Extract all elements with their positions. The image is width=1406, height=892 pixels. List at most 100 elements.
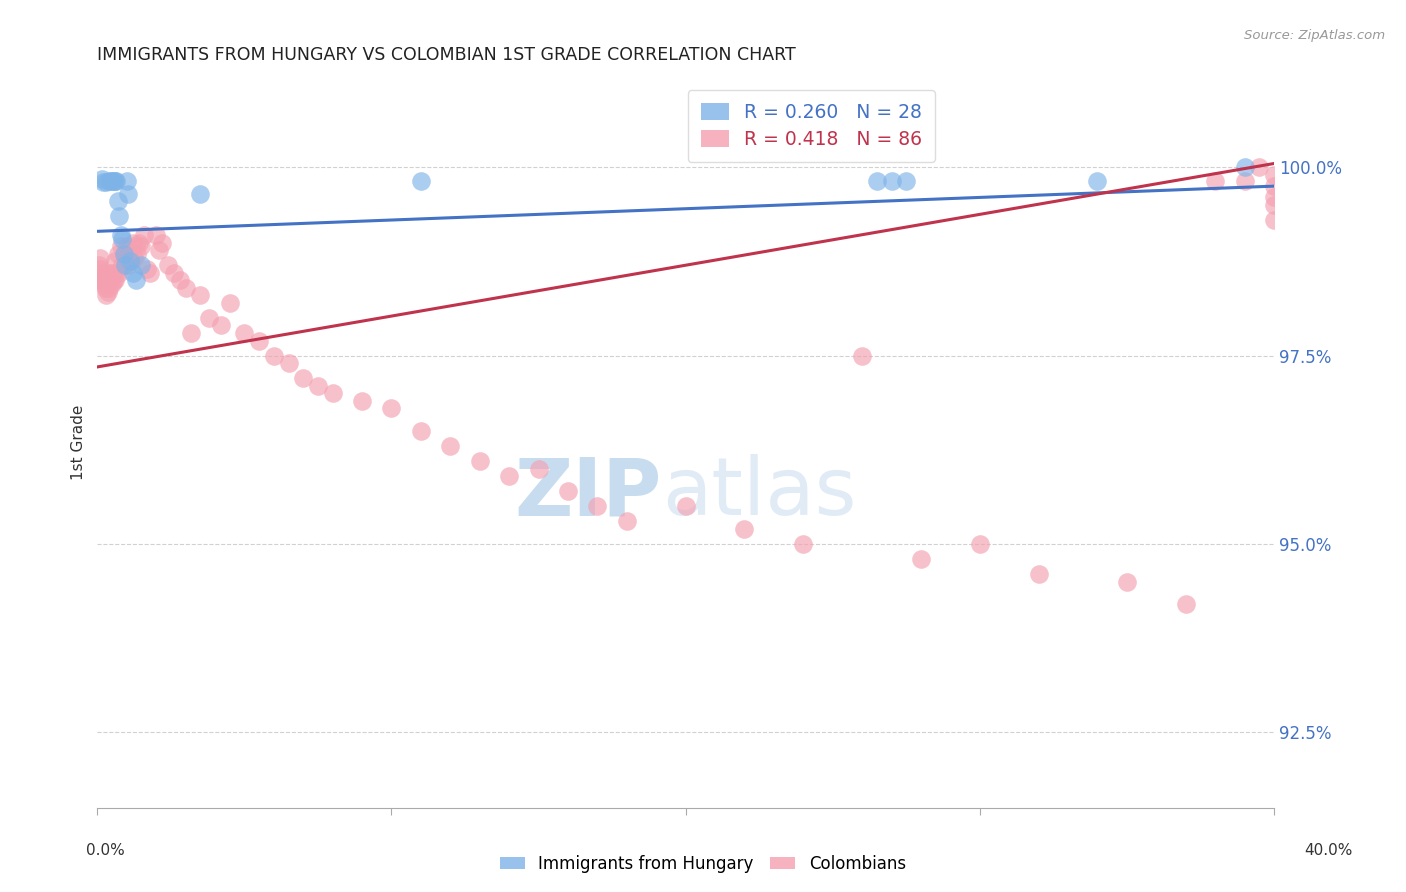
Point [409, 424, 432, 438]
Point [277, 356, 299, 370]
Text: 0.0%: 0.0% [86, 843, 125, 858]
Point [115, 174, 138, 188]
Point [117, 186, 139, 201]
Point [111, 232, 134, 246]
Point [247, 334, 270, 348]
Legend: R = 0.260   N = 28, R = 0.418   N = 86: R = 0.260 N = 28, R = 0.418 N = 86 [688, 90, 935, 161]
Point [114, 258, 136, 272]
Text: atlas: atlas [662, 454, 856, 533]
Point [124, 239, 146, 253]
Point [880, 174, 903, 188]
Point [89, 273, 111, 287]
Point [586, 500, 609, 514]
Point [322, 386, 344, 401]
Point [527, 461, 550, 475]
Point [120, 254, 142, 268]
Point [121, 266, 143, 280]
Point [1263, 168, 1285, 182]
Point [90, 269, 112, 284]
Point [380, 401, 402, 416]
Point [851, 349, 873, 363]
Point [409, 174, 432, 188]
Point [733, 522, 755, 536]
Point [1249, 161, 1271, 175]
Point [89, 251, 111, 265]
Point [115, 239, 138, 253]
Point [557, 484, 579, 499]
Point [131, 239, 153, 253]
Point [180, 326, 202, 340]
Point [263, 349, 285, 363]
Point [118, 254, 141, 268]
Point [1174, 597, 1197, 611]
Point [101, 277, 124, 291]
Point [468, 454, 491, 468]
Point [136, 262, 159, 277]
Point [128, 235, 150, 250]
Point [896, 174, 918, 188]
Point [114, 254, 136, 268]
Point [90, 266, 112, 280]
Point [174, 281, 197, 295]
Point [93, 281, 115, 295]
Point [1115, 574, 1137, 589]
Point [150, 235, 173, 250]
Point [198, 310, 221, 325]
Point [131, 258, 153, 272]
Point [117, 258, 139, 272]
Point [498, 469, 520, 483]
Legend: Immigrants from Hungary, Colombians: Immigrants from Hungary, Colombians [494, 848, 912, 880]
Point [148, 243, 170, 257]
Point [122, 251, 145, 265]
Point [118, 251, 141, 265]
Point [97, 285, 120, 299]
Point [307, 378, 329, 392]
Point [98, 266, 121, 280]
Point [121, 235, 143, 250]
Y-axis label: 1st Grade: 1st Grade [72, 405, 86, 480]
Text: Source: ZipAtlas.com: Source: ZipAtlas.com [1244, 29, 1385, 42]
Point [112, 247, 135, 261]
Point [1233, 174, 1256, 188]
Point [1087, 174, 1109, 188]
Point [1263, 190, 1285, 204]
Point [110, 228, 132, 243]
Point [107, 247, 129, 261]
Point [87, 258, 110, 272]
Point [439, 439, 461, 453]
Point [616, 514, 638, 528]
Point [792, 537, 814, 551]
Point [139, 266, 162, 280]
Point [233, 326, 256, 340]
Point [89, 262, 111, 277]
Point [352, 393, 374, 408]
Point [100, 273, 122, 287]
Point [105, 174, 128, 188]
Point [1263, 179, 1285, 194]
Point [1263, 213, 1285, 227]
Point [1028, 567, 1050, 582]
Point [156, 258, 179, 272]
Point [188, 186, 211, 201]
Text: 40.0%: 40.0% [1305, 843, 1353, 858]
Point [188, 288, 211, 302]
Point [145, 228, 167, 243]
Point [1263, 198, 1285, 212]
Point [209, 318, 232, 333]
Point [1233, 161, 1256, 175]
Point [98, 174, 121, 188]
Point [98, 281, 121, 295]
Point [163, 266, 186, 280]
Point [104, 254, 127, 268]
Point [101, 266, 124, 280]
Point [969, 537, 991, 551]
Point [91, 175, 114, 189]
Point [104, 174, 127, 188]
Point [105, 266, 128, 280]
Point [108, 266, 131, 280]
Point [110, 239, 132, 253]
Point [218, 296, 240, 310]
Point [111, 258, 134, 272]
Point [675, 500, 697, 514]
Point [866, 174, 889, 188]
